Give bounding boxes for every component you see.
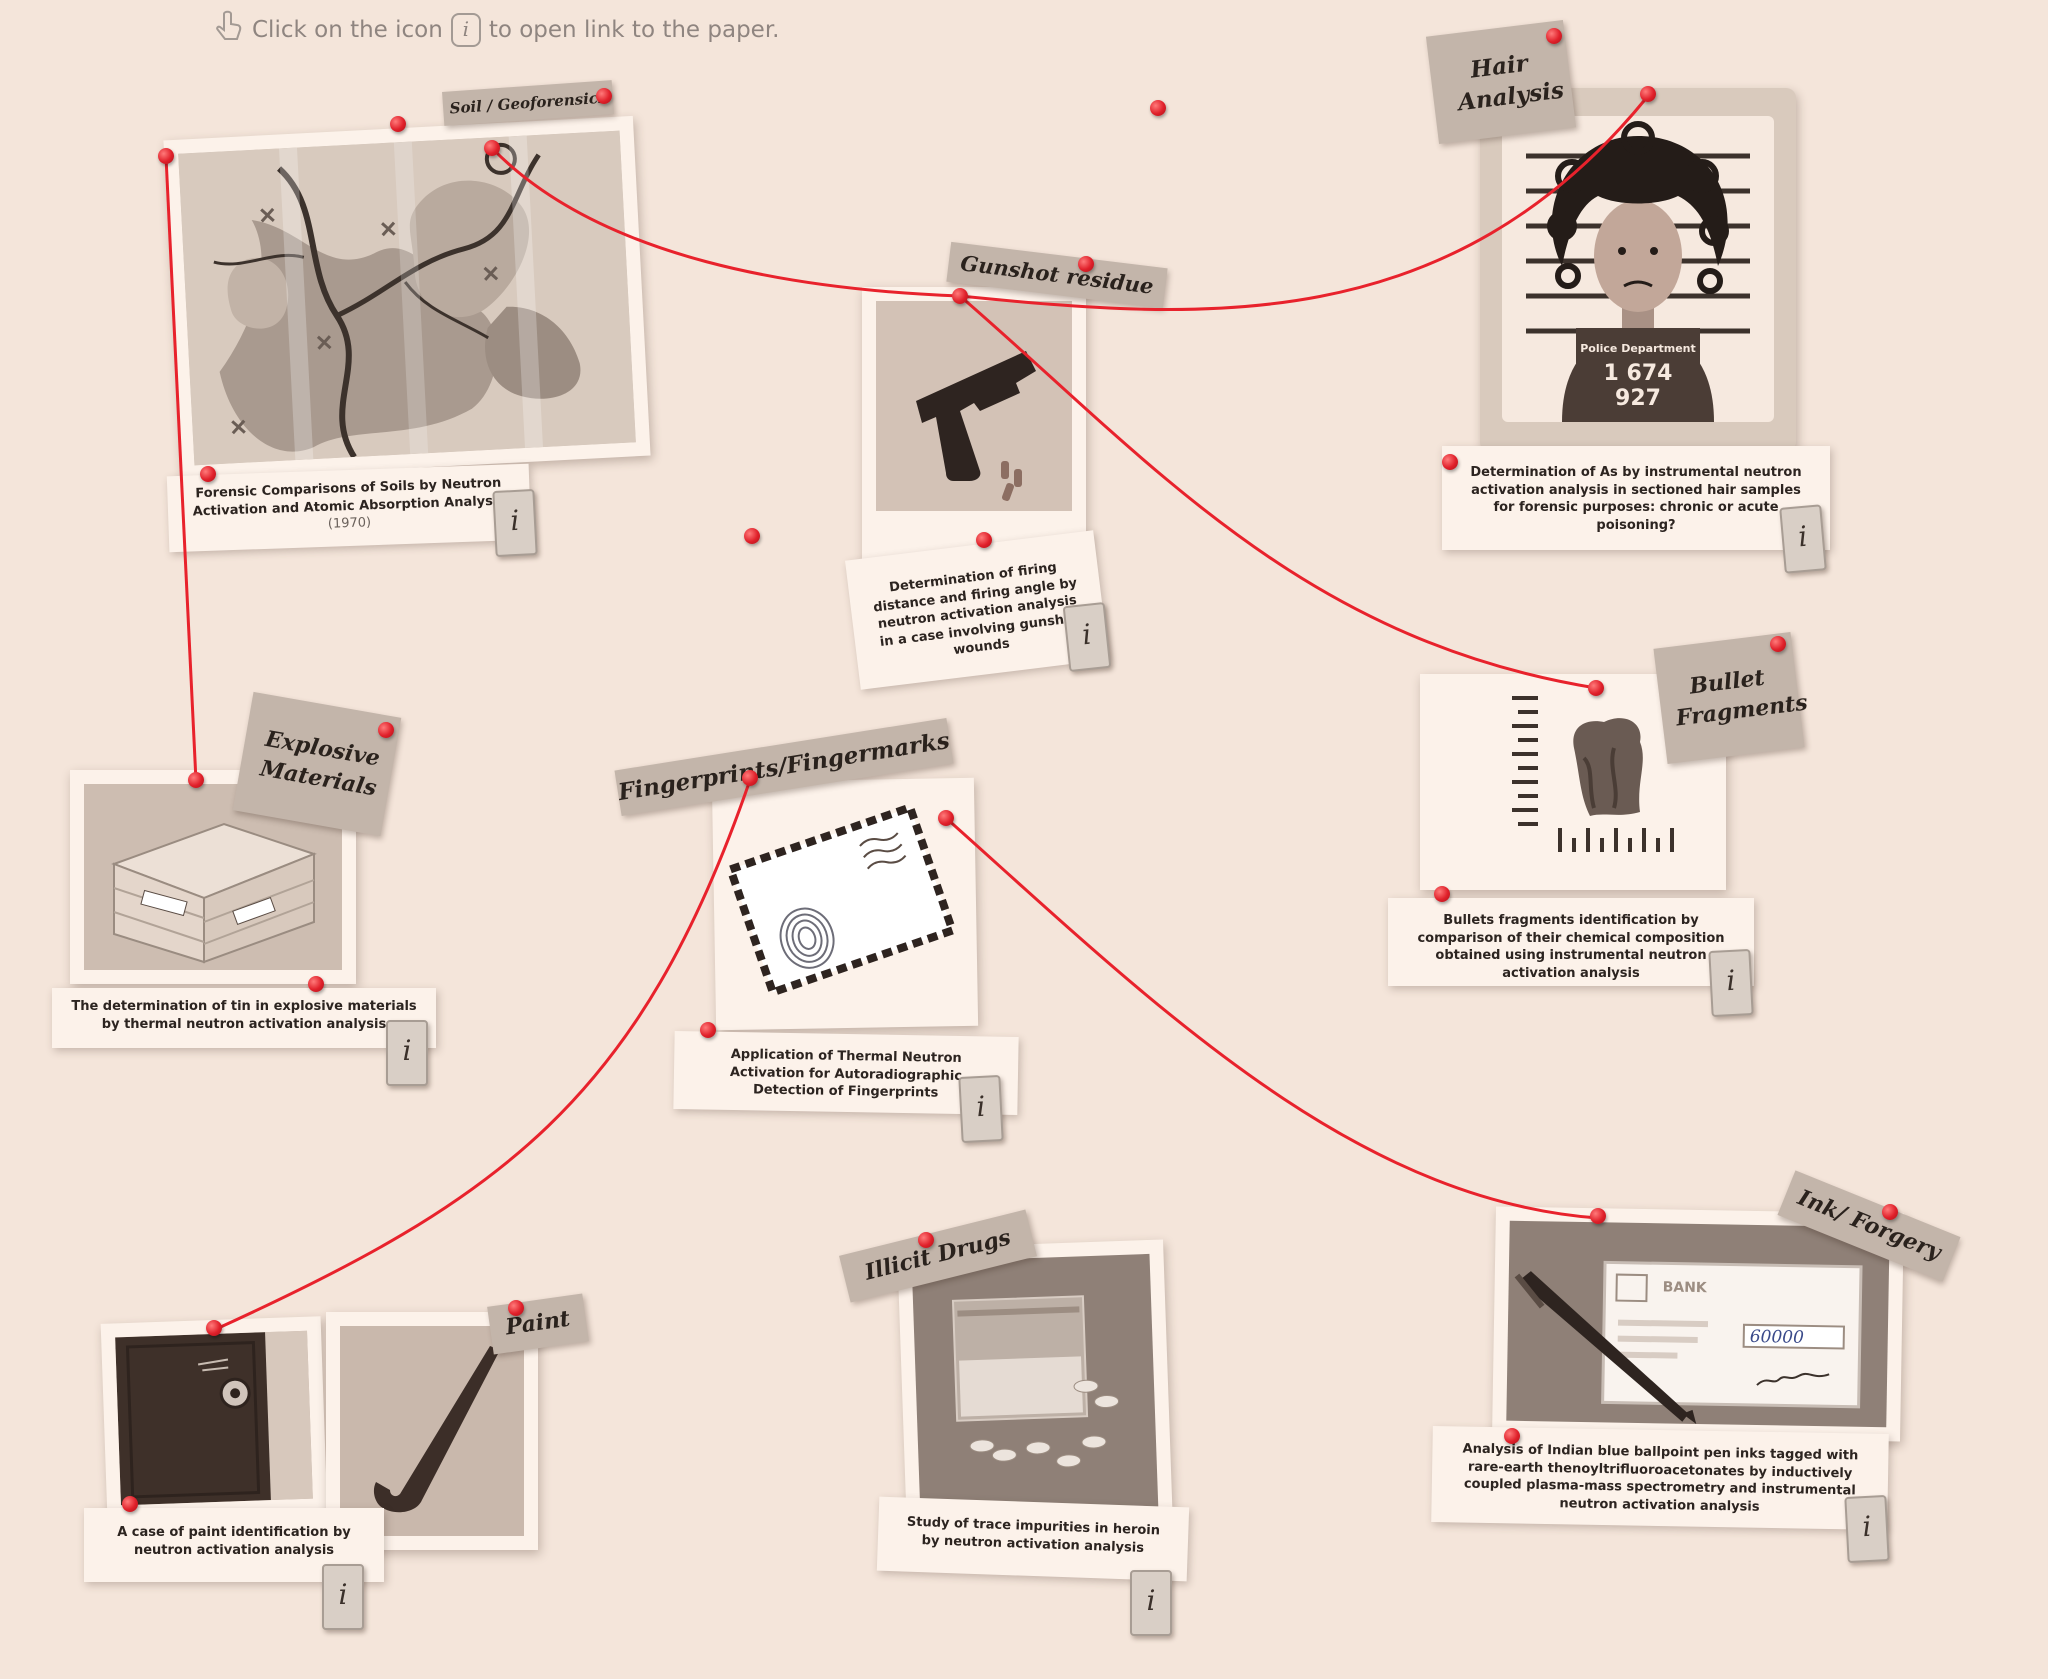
drugs-info-button[interactable]: i	[1130, 1570, 1172, 1636]
paint-paper-note: A case of paint identification by neutro…	[84, 1508, 384, 1582]
hint-text: Click on the icon i to open link to the …	[214, 10, 779, 50]
suspect-portrait-icon	[1526, 121, 1750, 422]
explosive-paper-title: The determination of tin in explosive ma…	[71, 999, 417, 1032]
pin	[1434, 886, 1450, 902]
crowbar-icon	[373, 1346, 500, 1513]
pin	[700, 1022, 716, 1038]
paint-paper-title: A case of paint identification by neutro…	[117, 1525, 351, 1558]
paint-door-photo	[100, 1316, 328, 1520]
explosive-info-button[interactable]: i	[386, 1020, 428, 1086]
pin	[952, 288, 968, 304]
placard-number: 1 674 927	[1603, 361, 1673, 411]
pin	[744, 528, 760, 544]
pin	[1770, 636, 1786, 652]
pin	[390, 116, 406, 132]
pen-cheque-icon	[1514, 1260, 1863, 1424]
bullet-paper-note: Bullets fragments identification by comp…	[1388, 898, 1754, 986]
pin	[484, 140, 500, 156]
pin	[200, 466, 216, 482]
pin	[206, 1320, 222, 1336]
hair-paper-title: Determination of As by instrumental neut…	[1470, 465, 1802, 533]
pin	[1882, 1204, 1898, 1220]
topographic-map-icon	[178, 130, 636, 466]
pin	[1640, 86, 1656, 102]
door-lock-icon	[115, 1330, 313, 1506]
string-fingerprints-paint	[213, 779, 752, 1332]
drug-bag-pills-icon	[951, 1295, 1120, 1468]
pin	[976, 532, 992, 548]
string-soil-gunshot	[490, 146, 961, 298]
pin	[1078, 256, 1094, 272]
string-fingerprints-ink	[945, 816, 1599, 1220]
hint-before: Click on the icon	[252, 17, 443, 43]
string-soil-explosive	[164, 156, 198, 782]
string-gunshot-bullet	[959, 294, 1597, 690]
pin	[1504, 1428, 1520, 1444]
pin	[742, 770, 758, 786]
explosive-paper-note: The determination of tin in explosive ma…	[52, 988, 436, 1048]
ink-photo: BANK 60000	[1492, 1206, 1904, 1442]
pin	[188, 772, 204, 788]
bullet-paper-title: Bullets fragments identification by comp…	[1417, 913, 1725, 981]
pin	[918, 1232, 934, 1248]
explosive-crate-icon	[111, 822, 317, 964]
pin	[1442, 454, 1458, 470]
info-icon-sample: i	[450, 13, 481, 47]
pin	[938, 810, 954, 826]
bullet-photo	[1420, 674, 1726, 890]
pin	[1588, 680, 1604, 696]
pin	[158, 148, 174, 164]
pin	[378, 722, 394, 738]
pin	[1590, 1208, 1606, 1224]
pin	[1150, 100, 1166, 116]
bullet-fragments-icon	[1512, 696, 1674, 852]
fingerprint-photo	[711, 777, 979, 1031]
pointer-hand-icon	[214, 10, 244, 50]
pin	[596, 88, 612, 104]
string-gunshot-hair	[959, 95, 1650, 311]
placard-department: Police Department	[1580, 342, 1696, 355]
hint-after: to open link to the paper.	[488, 17, 780, 43]
gunshot-photo	[862, 287, 1086, 561]
police-placard: Police Department 1 674 927	[1578, 330, 1698, 416]
pin	[122, 1496, 138, 1512]
pin	[1546, 28, 1562, 44]
soil-map-photo	[163, 115, 651, 481]
handgun-icon	[916, 351, 1036, 501]
paint-info-button[interactable]: i	[322, 1564, 364, 1630]
drugs-photo	[897, 1239, 1173, 1533]
pin	[508, 1300, 524, 1316]
mugshot-frame: Police Department 1 674 927	[1480, 88, 1796, 452]
explosive-photo	[70, 770, 356, 984]
envelope-fingerprint-icon	[725, 802, 958, 998]
hair-paper-note: Determination of As by instrumental neut…	[1442, 446, 1830, 550]
pin	[308, 976, 324, 992]
